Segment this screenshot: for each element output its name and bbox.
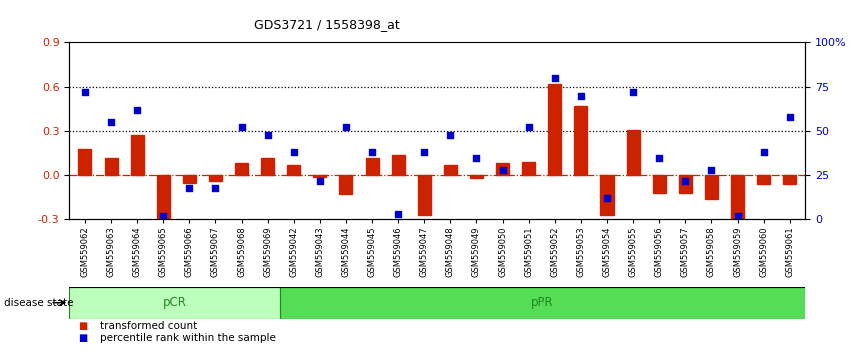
Bar [705, 175, 718, 199]
Bar [522, 162, 535, 175]
Point [78, 89, 92, 95]
Bar [262, 158, 275, 175]
Bar [339, 175, 352, 194]
Point [261, 132, 275, 137]
Bar [653, 175, 666, 193]
Bar [79, 149, 92, 175]
Bar [679, 175, 692, 193]
Point [339, 125, 353, 130]
Bar [105, 158, 118, 175]
Bar [757, 175, 770, 184]
Bar [444, 165, 457, 175]
Bar [391, 155, 404, 175]
Bar [627, 130, 640, 175]
Bar [470, 175, 483, 178]
Point [391, 211, 405, 217]
Bar [183, 175, 196, 183]
Point [313, 178, 326, 183]
Point [287, 149, 301, 155]
Text: disease state: disease state [4, 298, 74, 308]
Point [209, 185, 223, 190]
Bar [313, 175, 326, 177]
Point [548, 75, 562, 81]
Bar [417, 175, 430, 215]
Bar [69, 287, 280, 319]
Point [731, 213, 745, 219]
Point [600, 195, 614, 201]
Bar [548, 84, 561, 175]
Bar [280, 287, 805, 319]
Point [157, 213, 171, 219]
Point [183, 185, 197, 190]
Point [757, 149, 771, 155]
Point [626, 89, 640, 95]
Text: GDS3721 / 1558398_at: GDS3721 / 1558398_at [254, 18, 400, 31]
Point [417, 149, 431, 155]
Point [574, 93, 588, 98]
Point [469, 155, 483, 160]
Bar [209, 175, 222, 181]
Bar [600, 175, 613, 215]
Point [678, 178, 692, 183]
Bar [731, 175, 744, 222]
Point [130, 107, 144, 113]
Bar [235, 164, 248, 175]
Bar [288, 165, 301, 175]
Text: transformed count: transformed count [100, 321, 197, 331]
Text: ■: ■ [78, 321, 87, 331]
Point [652, 155, 666, 160]
Bar [157, 175, 170, 224]
Point [365, 149, 379, 155]
Point [104, 119, 118, 125]
Point [443, 132, 457, 137]
Text: pPR: pPR [531, 296, 553, 309]
Bar [365, 158, 378, 175]
Bar [131, 135, 144, 175]
Text: percentile rank within the sample: percentile rank within the sample [100, 333, 275, 343]
Point [783, 114, 797, 120]
Point [521, 125, 535, 130]
Point [495, 167, 509, 173]
Bar [496, 164, 509, 175]
Point [704, 167, 718, 173]
Bar [574, 106, 587, 175]
Point [235, 125, 249, 130]
Bar [783, 175, 796, 184]
Text: pCR: pCR [163, 296, 186, 309]
Text: ■: ■ [78, 333, 87, 343]
